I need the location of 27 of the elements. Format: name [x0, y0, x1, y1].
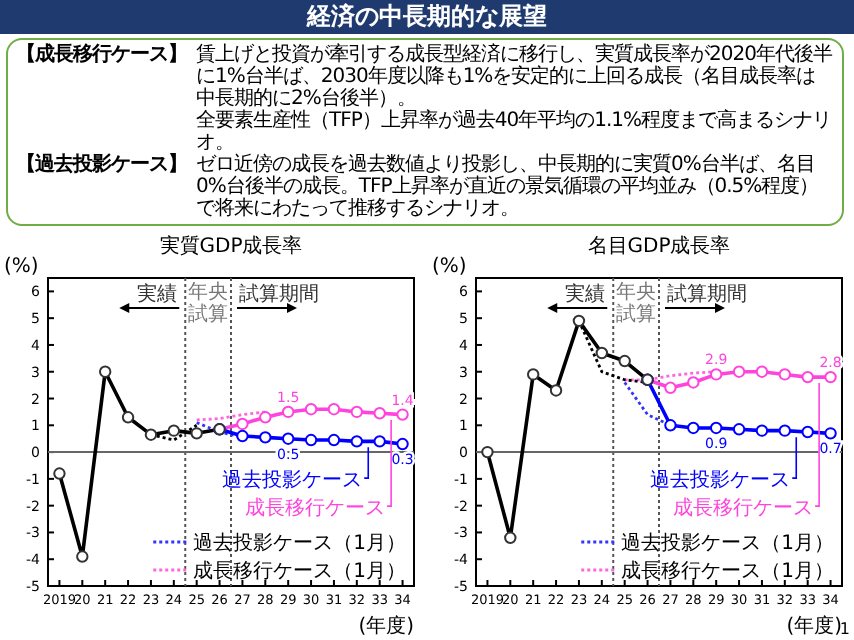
legend-label: 成長移行ケース（1月）: [193, 559, 406, 583]
chart-title: 名目GDP成長率: [587, 234, 731, 258]
annotation: 試算期間: [667, 282, 747, 306]
annotation: 実績: [565, 282, 606, 306]
text: 全要素生産性（TFP）上昇率が過去40年平均の1.1%程度まで高まるシナリオ。: [196, 110, 834, 154]
y-axis-title: (%): [432, 256, 467, 278]
legend-label: 過去投影ケース（1月）: [621, 531, 834, 555]
annotation: 年央試算: [616, 280, 657, 326]
text: 【過去投影ケース】: [16, 154, 189, 180]
y-axis-title: (%): [4, 256, 39, 278]
text: 成長移行ケース: [245, 496, 386, 521]
series-label: 過去投影ケース: [650, 468, 791, 493]
annotation: 試算期間: [239, 282, 319, 306]
text: 経済の中長期的な展望: [0, 0, 854, 34]
text: 賃上げと投資が牽引する成長型経済に移行し、実質成長率が2020年代後半に1%台半ば、2030年度以降も1%を安定的に上回る成長（名目成長率は中長期的に2%台後半）。: [196, 44, 834, 110]
x-axis-title: (年度): [786, 614, 843, 638]
chart-title: 実質GDP成長率: [159, 234, 303, 258]
text: ゼロ近傍の成長を過去数値より投影し、中長期的に実質0%台半ば、名目0%台後半の成長。TFP上昇率が直近の景気循環の平均並み（0.5%程度）で将来にわたって推移するシナリオ。: [196, 154, 821, 220]
text: 【成長移行ケース】: [16, 44, 189, 70]
legend-label: 過去投影ケース（1月）: [193, 531, 406, 555]
legend-label: 成長移行ケース（1月）: [621, 559, 834, 583]
text: 1: [839, 620, 850, 638]
text: 成長移行ケース: [673, 496, 814, 521]
annotation: 年央試算: [188, 280, 229, 326]
series-label: 過去投影ケース: [222, 468, 363, 493]
annotation: 実績: [137, 282, 178, 306]
x-axis-title: (年度): [358, 614, 415, 638]
